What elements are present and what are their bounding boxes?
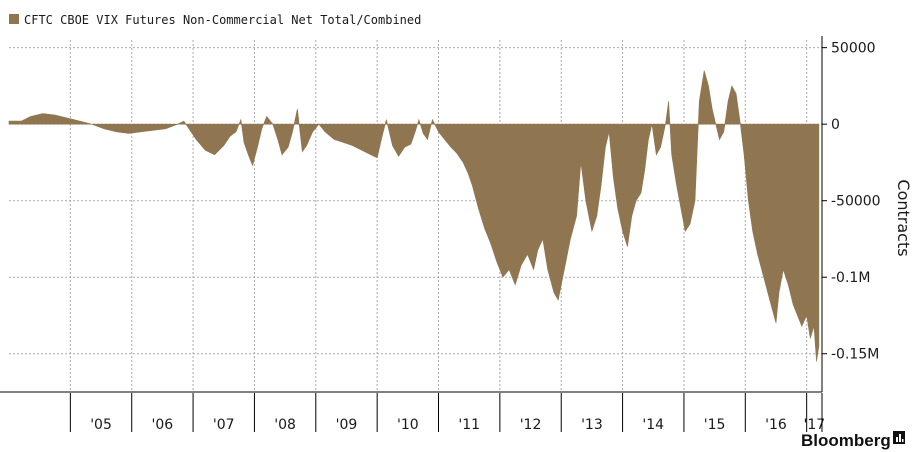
y-tick-label: -0.15M bbox=[831, 347, 879, 363]
y-tick-label: -50000 bbox=[831, 194, 881, 210]
series-area bbox=[8, 70, 820, 362]
grid-lines bbox=[9, 40, 822, 392]
legend-swatch bbox=[9, 14, 19, 24]
y-tick-label: 0 bbox=[831, 117, 840, 133]
x-tick-label: '15 bbox=[704, 417, 726, 433]
x-tick-label: '17 bbox=[803, 417, 825, 433]
x-tick-label: '14 bbox=[642, 417, 664, 433]
x-tick-label: '06 bbox=[152, 417, 174, 433]
bloomberg-terminal-icon bbox=[893, 431, 905, 444]
x-tick-label: '08 bbox=[274, 417, 296, 433]
series-area-layer bbox=[8, 70, 820, 362]
legend-label: CFTC CBOE VIX Futures Non-Commercial Net… bbox=[24, 13, 421, 27]
x-tick-label: '05 bbox=[90, 417, 112, 433]
x-tick-label: '11 bbox=[458, 417, 480, 433]
bloomberg-logo-text: Bloomberg bbox=[801, 431, 891, 450]
x-tick-label: '10 bbox=[397, 417, 419, 433]
x-tick-label: '16 bbox=[765, 417, 787, 433]
y-tick-label: 50000 bbox=[831, 41, 876, 57]
y-axis-title: Contracts bbox=[894, 179, 912, 256]
x-tick-label: '13 bbox=[581, 417, 603, 433]
x-tick-labels: '05 '06 '07 '08 '09 '10 '11 '12 '13 '14 '15 '16 '17 bbox=[69, 393, 825, 433]
x-tick-label: '12 bbox=[520, 417, 542, 433]
y-tick-labels: 50000 0 -50000 -0.1M -0.15M bbox=[822, 41, 881, 363]
y-tick-label: -0.1M bbox=[831, 270, 870, 286]
axes bbox=[0, 36, 823, 393]
x-tick-label: '09 bbox=[336, 417, 358, 433]
x-tick-label: '07 bbox=[213, 417, 235, 433]
